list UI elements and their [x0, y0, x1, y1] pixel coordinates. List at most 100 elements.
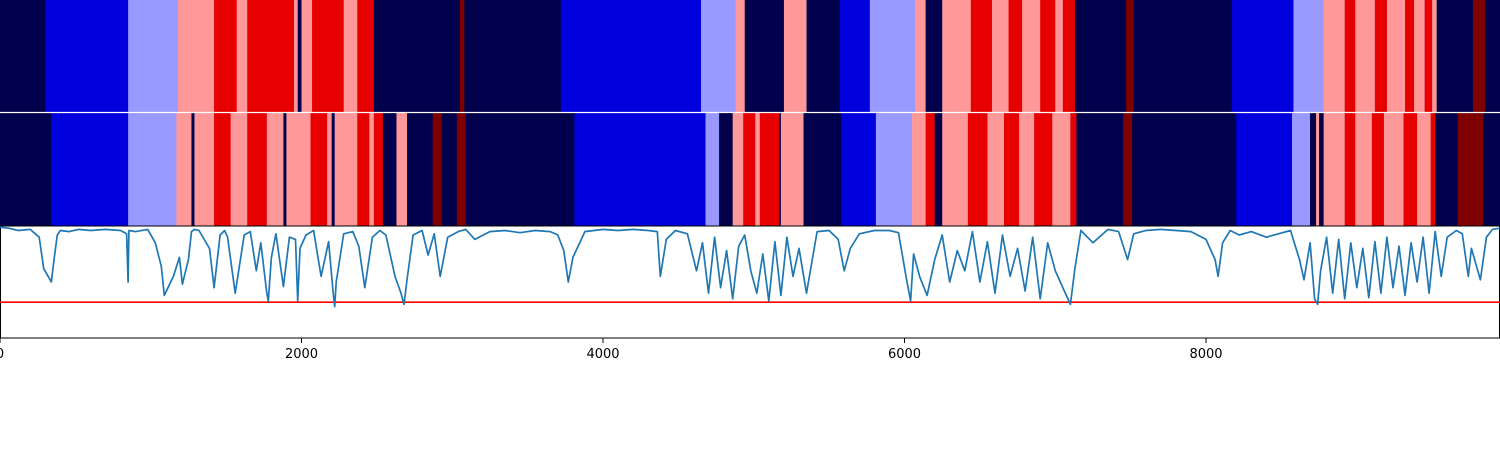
segment-38 — [1293, 0, 1325, 112]
segment-7 — [293, 0, 299, 112]
segment-36 — [1133, 0, 1233, 112]
segment-59 — [1355, 113, 1373, 226]
x-tick-label-3: 6000 — [888, 347, 921, 362]
segment-38 — [912, 113, 927, 226]
segment-35 — [803, 113, 842, 226]
segment-15 — [334, 113, 358, 226]
segment-5 — [236, 0, 248, 112]
segment-1 — [45, 0, 129, 112]
segment-17 — [701, 0, 737, 112]
segment-57 — [1323, 113, 1346, 226]
segment-29 — [1008, 0, 1023, 112]
segment-48 — [1070, 113, 1077, 226]
segment-10 — [283, 113, 287, 226]
segment-39 — [925, 113, 936, 226]
segment-34 — [780, 113, 804, 226]
segment-25 — [465, 113, 575, 226]
segment-33 — [779, 113, 782, 226]
segment-8 — [297, 0, 302, 112]
segment-9 — [301, 0, 313, 112]
x-axis: 0 2000 4000 6000 8000 — [0, 338, 1223, 362]
segment-37 — [875, 113, 913, 226]
segment-15 — [464, 0, 562, 112]
segment-49 — [1076, 113, 1124, 226]
segment-42 — [1374, 0, 1388, 112]
segment-26 — [942, 0, 972, 112]
segment-47 — [1432, 0, 1438, 112]
segment-14 — [459, 0, 465, 112]
segment-19 — [382, 113, 397, 226]
segment-6 — [214, 113, 232, 226]
signal-line — [0, 226, 1500, 308]
signal-track — [0, 225, 1500, 339]
segment-3 — [176, 113, 192, 226]
segment-44 — [1004, 113, 1020, 226]
segment-23 — [441, 113, 458, 226]
segment-30 — [743, 113, 756, 226]
segment-20 — [396, 113, 408, 226]
segment-60 — [1371, 113, 1385, 226]
segment-5 — [194, 113, 215, 226]
segment-4 — [214, 0, 238, 112]
segment-11 — [286, 113, 311, 226]
segment-32 — [759, 113, 780, 226]
segment-43 — [1386, 0, 1406, 112]
segment-11 — [343, 0, 358, 112]
segment-27 — [970, 0, 993, 112]
segment-31 — [1040, 0, 1056, 112]
segment-41 — [1355, 0, 1376, 112]
segment-7 — [230, 113, 248, 226]
segment-53 — [1291, 113, 1311, 226]
segment-43 — [987, 113, 1005, 226]
segment-63 — [1417, 113, 1432, 226]
segment-50 — [1123, 113, 1133, 226]
segment-27 — [705, 113, 720, 226]
segment-46 — [1034, 113, 1053, 226]
segment-24 — [456, 113, 467, 226]
x-tick-label-4: 8000 — [1189, 347, 1222, 362]
segment-55 — [1316, 113, 1320, 226]
segment-6 — [247, 0, 295, 112]
segment-1 — [51, 113, 129, 226]
segment-32 — [1055, 0, 1064, 112]
segment-12 — [357, 0, 375, 112]
segment-54 — [1310, 113, 1317, 226]
segment-52 — [1236, 113, 1293, 226]
segment-62 — [1403, 113, 1418, 226]
x-tick-label-1: 2000 — [285, 347, 318, 362]
segment-12 — [310, 113, 328, 226]
segment-20 — [783, 0, 807, 112]
segment-31 — [755, 113, 761, 226]
segment-36 — [841, 113, 877, 226]
segment-17 — [369, 113, 375, 226]
segment-41 — [942, 113, 969, 226]
x-tick-label-0: 0 — [0, 347, 4, 362]
segment-16 — [560, 0, 702, 112]
segment-49 — [1472, 0, 1486, 112]
segment-2 — [128, 113, 177, 226]
segment-16 — [357, 113, 370, 226]
segment-29 — [732, 113, 744, 226]
segment-24 — [915, 0, 927, 112]
segment-58 — [1344, 113, 1356, 226]
segment-18 — [735, 0, 746, 112]
segment-21 — [806, 0, 841, 112]
segment-28 — [719, 113, 734, 226]
segment-23 — [869, 0, 916, 112]
segment-8 — [247, 113, 268, 226]
top-segment-track — [0, 0, 1500, 112]
segment-0 — [0, 0, 46, 112]
segment-21 — [407, 113, 434, 226]
segment-61 — [1383, 113, 1404, 226]
segment-42 — [967, 113, 988, 226]
segment-40 — [1344, 0, 1356, 112]
segment-64 — [1430, 113, 1436, 226]
segment-25 — [925, 0, 943, 112]
segment-18 — [373, 113, 384, 226]
segment-2 — [128, 0, 179, 112]
segment-56 — [1319, 113, 1325, 226]
segment-3 — [177, 0, 215, 112]
segment-51 — [1132, 113, 1237, 226]
segment-66 — [1457, 113, 1484, 226]
